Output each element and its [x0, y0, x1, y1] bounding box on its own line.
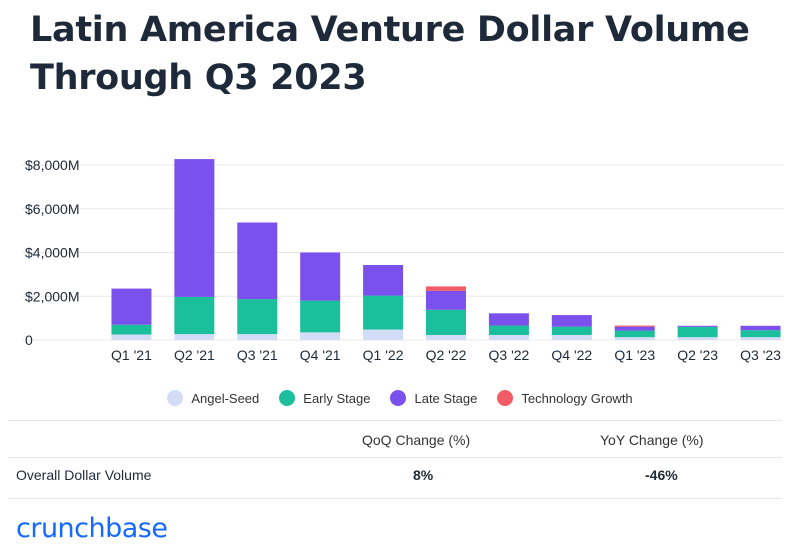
bar-segment-late-stage: [426, 290, 466, 310]
bar-segment-angel-seed: [363, 329, 404, 340]
x-tick-label: Q3 '22: [489, 347, 530, 363]
legend-item-early-stage: Early Stage: [279, 390, 370, 406]
x-tick-label: Q1 '22: [363, 347, 404, 363]
x-tick-label: Q4 '22: [551, 347, 592, 363]
bar-segment-early-stage: [614, 330, 655, 338]
legend-item-late-stage: Late Stage: [390, 390, 477, 406]
bar-segment-angel-seed: [488, 334, 529, 340]
legend-label-late-stage: Late Stage: [414, 390, 478, 406]
bar-segment-early-stage: [363, 295, 404, 330]
bar-segment-technology-growth: [614, 325, 655, 327]
bar-segment-late-stage: [614, 326, 655, 331]
stacked-bar-chart: $8,000M $6,000M $4,000M $2,000M 0 Q1 '21 Q2 '2…: [22, 157, 784, 363]
legend-item-technology-growth: Technology Growth: [497, 390, 633, 406]
bar-segment-late-stage: [300, 252, 341, 301]
bar-segment-late-stage: [551, 315, 592, 327]
bar-segment-angel-seed: [551, 334, 592, 340]
bar-segment-technology-growth: [426, 286, 466, 291]
bar-segment-angel-seed: [237, 334, 278, 340]
legend-item-angel-seed: Angel-Seed: [167, 390, 259, 406]
x-tick-label: Q3 '23: [740, 347, 781, 363]
table-row-label: Overall Dollar Volume: [16, 467, 152, 483]
x-tick-label: Q3 '21: [237, 347, 278, 363]
legend-label-technology-growth: Technology Growth: [521, 390, 633, 406]
bar-segment-early-stage: [300, 300, 341, 333]
bar-segment-angel-seed: [300, 332, 341, 340]
bar-segment-early-stage: [174, 296, 215, 335]
bar-segment-angel-seed: [174, 334, 215, 340]
x-tick-label: Q1 '21: [111, 347, 152, 363]
table-value-yoy: -46%: [645, 467, 678, 483]
legend-swatch-angel-seed: [167, 390, 184, 406]
y-tick-label: $4,000M: [25, 245, 79, 261]
bar-segment-early-stage: [237, 299, 278, 335]
legend-swatch-technology-growth: [497, 390, 514, 406]
bar-segment-angel-seed: [677, 337, 718, 340]
x-tick-label: Q4 '21: [300, 347, 341, 363]
bar-segment-early-stage: [111, 324, 152, 335]
bar-segment-early-stage: [740, 330, 781, 338]
title-line-1: Latin America Venture Dollar Volume: [30, 10, 750, 50]
x-tick-label: Q2 '22: [426, 347, 467, 363]
table-divider-top: [8, 420, 782, 421]
y-tick-label: 0: [25, 332, 33, 348]
legend-label-early-stage: Early Stage: [303, 390, 371, 406]
table-value-qoq: 8%: [413, 467, 434, 483]
legend-swatch-early-stage: [279, 390, 296, 406]
legend-label-angel-seed: Angel-Seed: [191, 390, 260, 406]
bar-segment-late-stage: [174, 159, 215, 297]
y-tick-label: $8,000M: [25, 157, 79, 173]
legend-swatch-late-stage: [390, 390, 407, 406]
bar-segment-angel-seed: [614, 337, 655, 340]
chart-title: Latin America Venture Dollar Volume Thro…: [30, 6, 770, 102]
bar-segment-late-stage: [677, 325, 718, 327]
x-tick-label: Q1 '23: [614, 347, 655, 363]
bar-segment-late-stage: [111, 288, 152, 325]
bar-segment-angel-seed: [426, 334, 466, 340]
table-divider-bottom: [8, 498, 782, 499]
bar-segment-angel-seed: [111, 334, 152, 340]
table-header-yoy: YoY Change (%): [600, 432, 704, 448]
y-tick-label: $6,000M: [25, 201, 79, 217]
table-header-qoq: QoQ Change (%): [362, 432, 471, 448]
bar-segment-early-stage: [677, 326, 718, 338]
bar-segment-angel-seed: [740, 337, 781, 340]
bar-segment-early-stage: [488, 325, 529, 335]
bar-segment-late-stage: [740, 325, 781, 331]
bar-segment-late-stage: [237, 222, 278, 300]
bar-segment-late-stage: [363, 264, 404, 296]
crunchbase-logo: crunchbase: [16, 513, 168, 544]
bar-segment-late-stage: [488, 313, 529, 326]
x-tick-label: Q2 '21: [174, 347, 215, 363]
y-tick-label: $2,000M: [25, 288, 79, 304]
bar-segment-early-stage: [551, 326, 592, 335]
table-divider-middle: [8, 457, 782, 458]
change-table: QoQ Change (%) YoY Change (%) Overall Do…: [0, 420, 800, 500]
legend: Angel-Seed Early Stage Late Stage Techno…: [0, 390, 800, 406]
x-tick-label: Q2 '23: [677, 347, 718, 363]
title-line-2: Through Q3 2023: [30, 58, 367, 98]
bar-segment-early-stage: [426, 309, 466, 335]
